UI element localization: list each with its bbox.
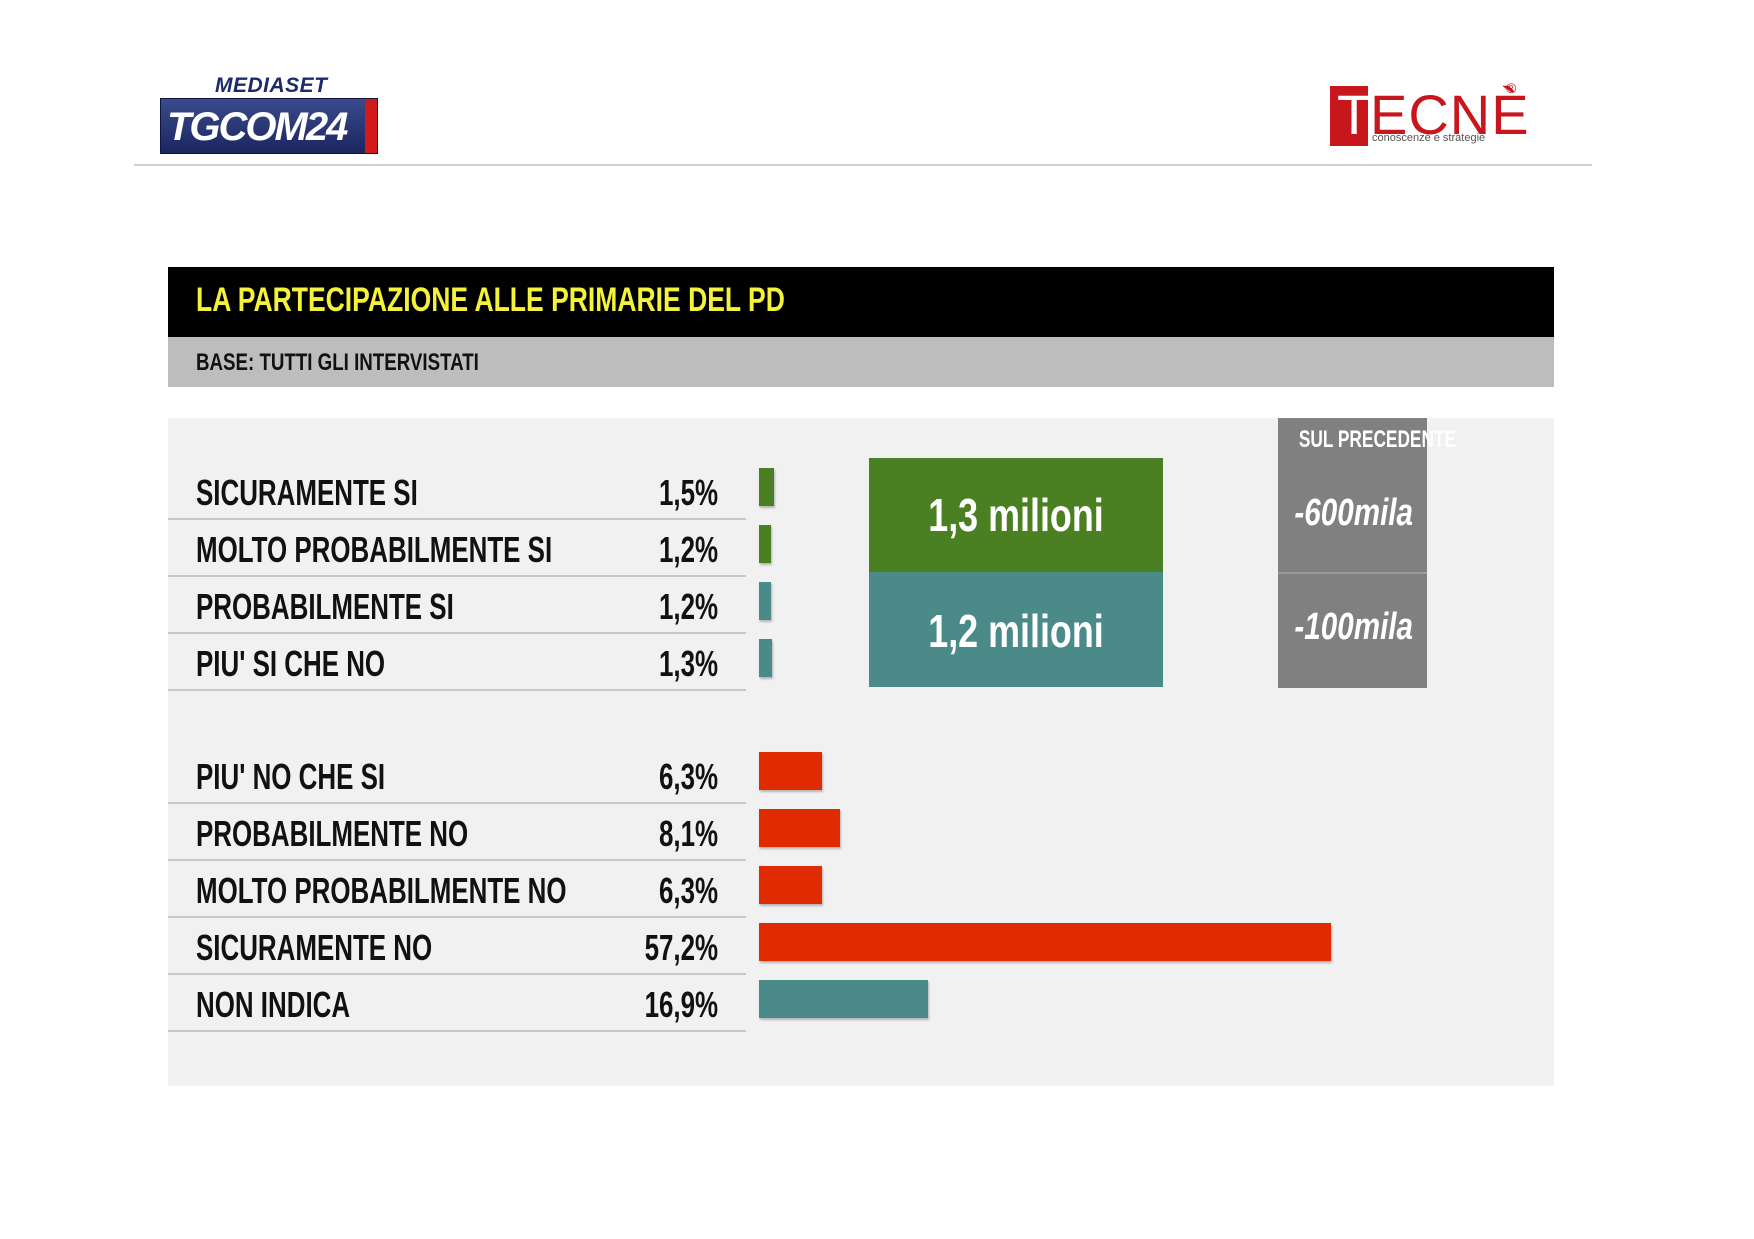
tecne-registered-mark: ® (1506, 80, 1517, 96)
previous-header: SUL PRECEDENTE (1278, 418, 1457, 460)
tgcom24-logo: MEDIASET TGCOM24 (160, 74, 378, 154)
row-value-label: 6,3% (658, 870, 718, 911)
base-bar: BASE: TUTTI GLI INTERVISTATI (168, 337, 1554, 387)
row-value-label: 6,3% (658, 756, 718, 797)
previous-change-box-yes: -600mila (1278, 460, 1427, 574)
bar (759, 639, 772, 677)
bar (759, 980, 928, 1018)
tecne-initial: T (1337, 83, 1372, 146)
chart-row: PIU' NO CHE SI 6,3% (168, 746, 746, 804)
row-label: SICURAMENTE SI (196, 472, 418, 513)
mediaset-wordmark: MEDIASET (215, 74, 328, 97)
tecne-logo: T ECNÈ ® conoscenze e strategie (1330, 80, 1530, 146)
estimate-box-likely: 1,2 milioni (869, 572, 1163, 687)
bar (759, 866, 822, 904)
row-value-label: 8,1% (658, 813, 718, 854)
row-value-label: 1,5% (658, 472, 718, 513)
bar (759, 752, 822, 790)
row-label: MOLTO PROBABILMENTE NO (196, 870, 567, 911)
chart-row: SICURAMENTE SI 1,5% (168, 462, 746, 520)
row-label: NON INDICA (196, 984, 351, 1025)
base-note: BASE: TUTTI GLI INTERVISTATI (196, 349, 479, 376)
bar (759, 468, 774, 506)
header-divider (134, 164, 1592, 166)
bar (759, 525, 771, 563)
tecne-tagline: conoscenze e strategie (1372, 132, 1486, 144)
chart-title: LA PARTECIPAZIONE ALLE PRIMARIE DEL PD (196, 281, 785, 319)
chart-row: PROBABILMENTE NO 8,1% (168, 803, 746, 861)
tecne-red-block (1330, 86, 1368, 146)
previous-change-yes: -600mila (1294, 492, 1414, 534)
chart-row: MOLTO PROBABILMENTE NO 6,3% (168, 860, 746, 918)
row-value-label: 1,3% (658, 643, 718, 684)
previous-divider (1278, 572, 1427, 574)
tgcom24-box: TGCOM24 (160, 98, 378, 154)
row-label: PROBABILMENTE NO (196, 813, 469, 854)
chart-row: MOLTO PROBABILMENTE SI 1,2% (168, 519, 746, 577)
row-label: PIU' NO CHE SI (196, 756, 386, 797)
estimate-yes-label: 1,3 milioni (928, 489, 1104, 541)
row-label: MOLTO PROBABILMENTE SI (196, 529, 553, 570)
previous-header-label: SUL PRECEDENTE (1298, 426, 1457, 453)
tecne-wordmark: ECNÈ (1370, 83, 1530, 146)
chart-row: SICURAMENTE NO 57,2% (168, 917, 746, 975)
title-bar: LA PARTECIPAZIONE ALLE PRIMARIE DEL PD (168, 267, 1554, 337)
row-value-label: 1,2% (658, 586, 718, 627)
row-label: SICURAMENTE NO (196, 927, 433, 968)
bar (759, 582, 771, 620)
row-label: PROBABILMENTE SI (196, 586, 454, 627)
row-value-label: 1,2% (658, 529, 718, 570)
tgcom24-wordmark: TGCOM24 (167, 105, 348, 149)
chart-row: PROBABILMENTE SI 1,2% (168, 576, 746, 634)
chart-row: PIU' SI CHE NO 1,3% (168, 633, 746, 691)
bar (759, 809, 840, 847)
bar (759, 923, 1331, 961)
row-label: PIU' SI CHE NO (196, 643, 386, 684)
estimate-box-yes: 1,3 milioni (869, 458, 1163, 572)
chart-row: NON INDICA 16,9% (168, 974, 746, 1032)
row-value-label: 16,9% (644, 984, 718, 1025)
previous-change-likely: -100mila (1294, 606, 1414, 648)
previous-change-box-likely: -100mila (1278, 574, 1427, 688)
row-value-label: 57,2% (644, 927, 718, 968)
tgcom24-red-accent (365, 99, 377, 153)
estimate-likely-label: 1,2 milioni (928, 605, 1104, 657)
